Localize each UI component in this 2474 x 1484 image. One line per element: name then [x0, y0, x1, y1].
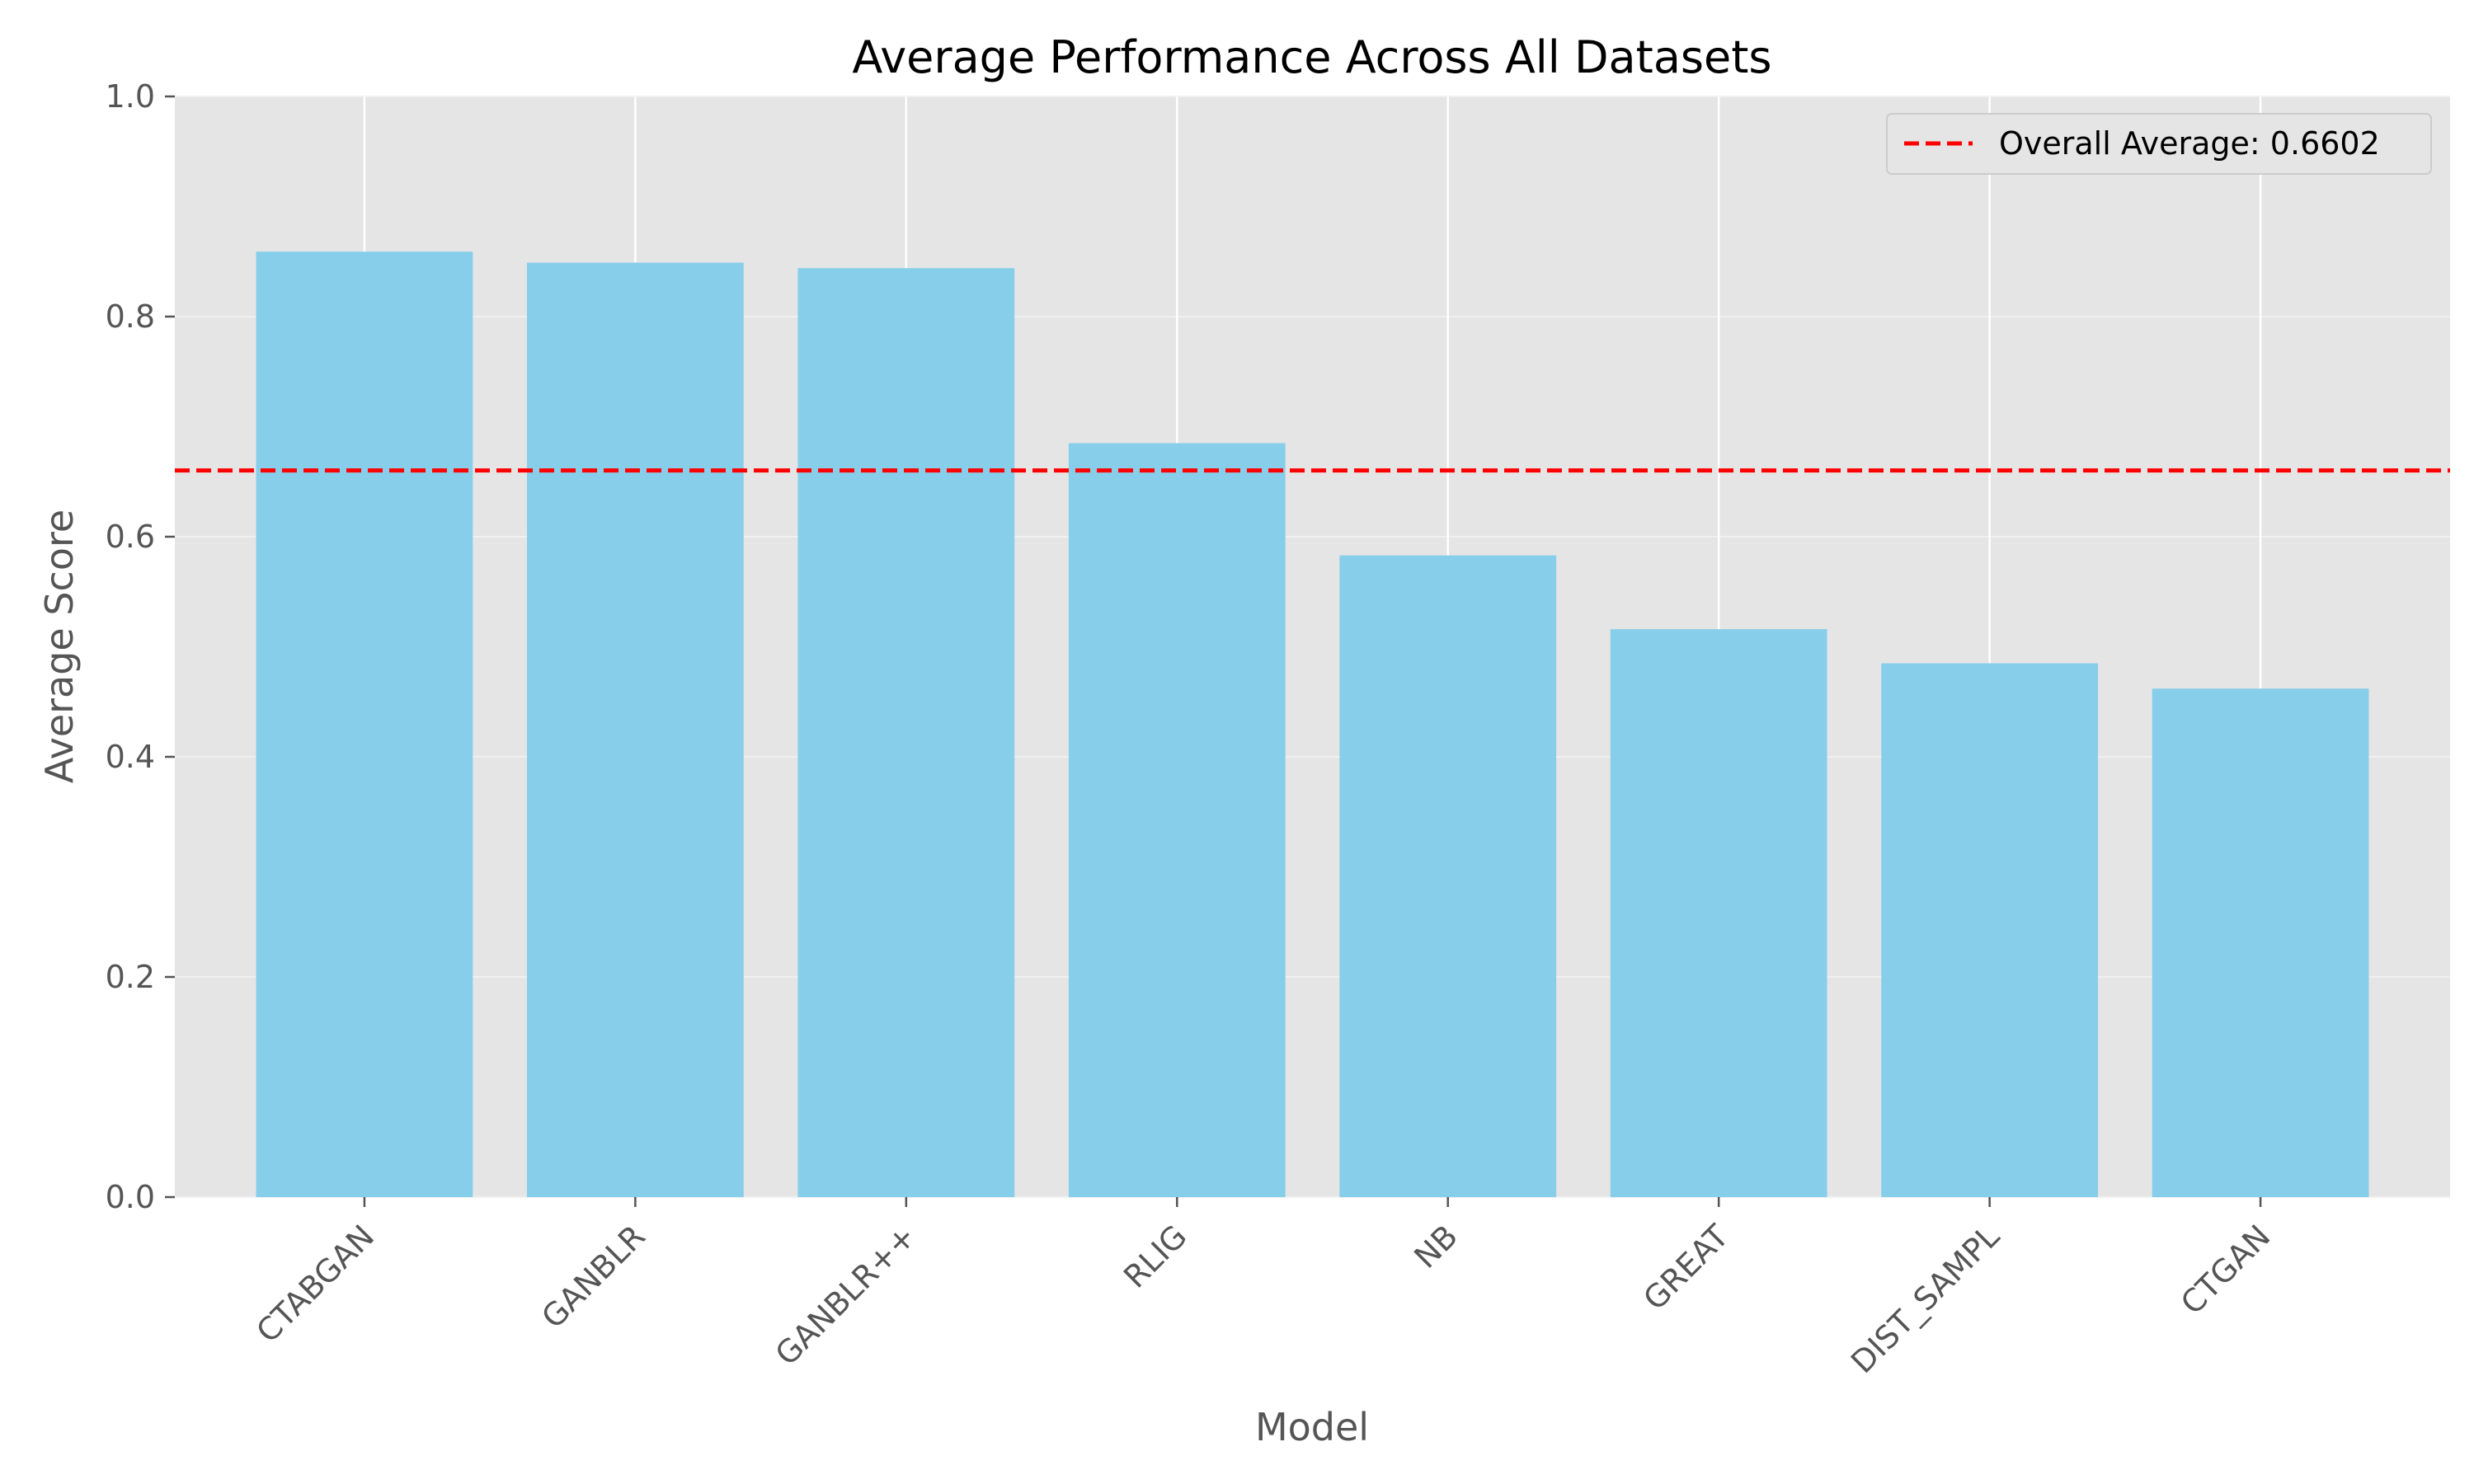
x-tick-label: GANBLR++ — [769, 1218, 924, 1373]
bar-ganblr — [526, 262, 744, 1198]
x-tick-label: CTGAN — [2174, 1218, 2278, 1322]
y-axis-label: Average Score — [37, 510, 82, 783]
bar-dist-sampl — [1881, 663, 2099, 1197]
x-tick-label: RLIG — [1117, 1218, 1194, 1295]
chart-title: Average Performance Across All Datasets — [852, 31, 1771, 83]
bar-ganblr- — [797, 268, 1015, 1197]
y-tick-label: 0.8 — [106, 298, 155, 335]
x-axis-label: Model — [1255, 1405, 1369, 1449]
legend: Overall Average: 0.6602 — [1886, 113, 2432, 175]
x-tick-label: NB — [1407, 1218, 1465, 1275]
bar-nb — [1339, 555, 1557, 1197]
x-tick-label: GREAT — [1636, 1218, 1736, 1317]
plot-background — [175, 96, 2450, 1197]
y-tick-label: 1.0 — [106, 78, 155, 115]
bars — [256, 251, 2369, 1198]
bar-ctabgan — [256, 251, 473, 1197]
bar-rlig — [1068, 443, 1286, 1197]
x-tick-label: DIST_SAMPL — [1844, 1218, 2006, 1380]
bar-great — [1610, 629, 1827, 1197]
y-tick-label: 0.2 — [106, 959, 155, 995]
y-tick-label: 0.4 — [106, 739, 155, 775]
x-tick-label: GANBLR — [534, 1218, 651, 1335]
legend-label: Overall Average: 0.6602 — [1999, 125, 2380, 162]
y-tick-label: 0.0 — [106, 1179, 155, 1215]
x-tick-label: CTABGAN — [249, 1218, 381, 1350]
legend-box — [1886, 113, 2432, 175]
y-tick-label: 0.6 — [106, 519, 155, 555]
bar-ctgan — [2152, 688, 2369, 1197]
